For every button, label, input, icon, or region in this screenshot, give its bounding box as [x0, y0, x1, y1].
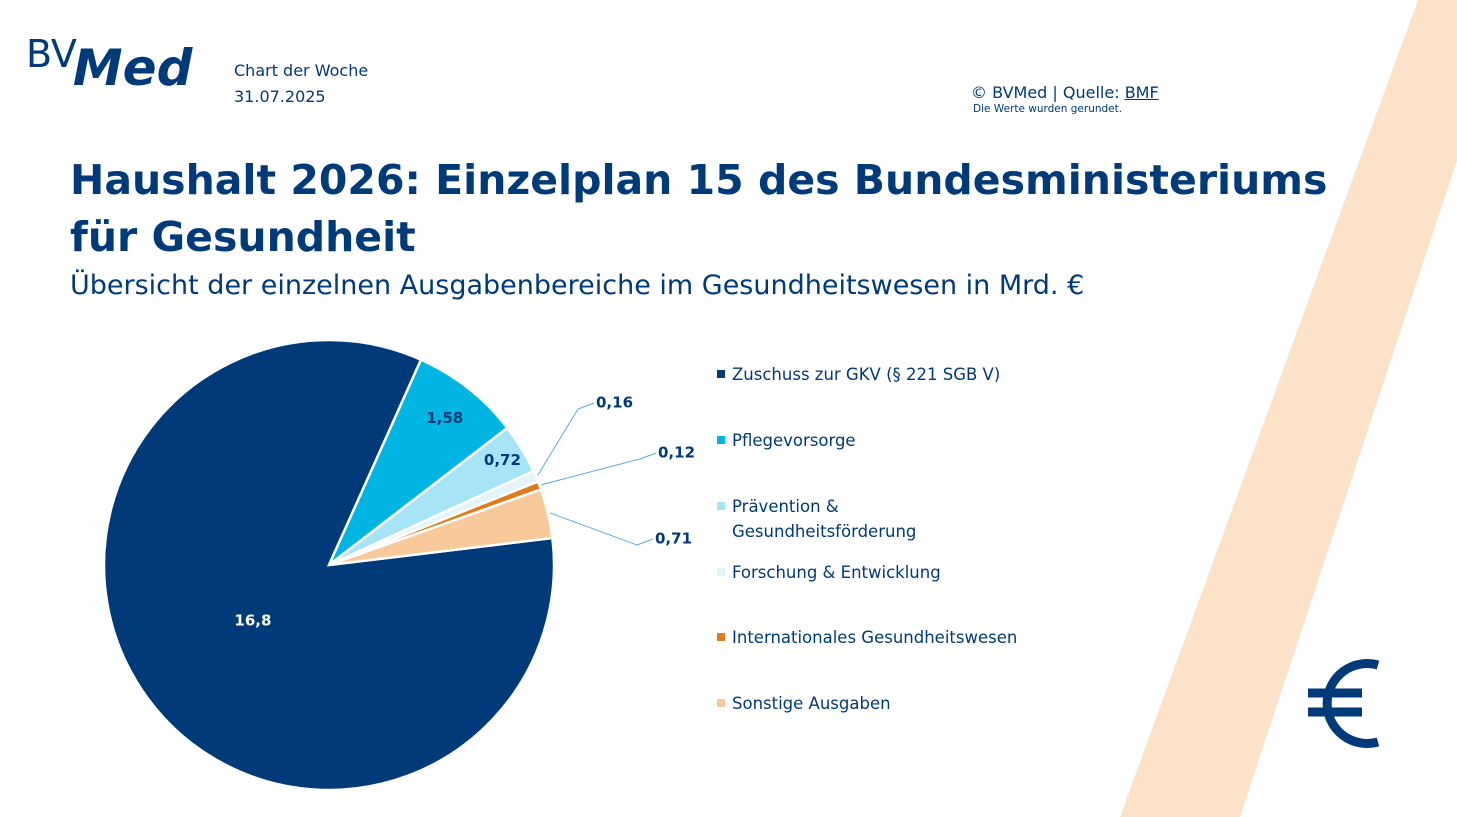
data-label: 16,8	[234, 612, 271, 630]
legend-label: Internationales Gesundheitswesen	[732, 628, 1018, 647]
legend-label: Prävention & Gesundheitsförderung	[732, 497, 917, 541]
legend-item: Sonstige Ausgaben	[717, 691, 891, 716]
legend-item: Internationales Gesundheitswesen	[717, 625, 1017, 650]
legend-item: Prävention & Gesundheitsförderung	[717, 494, 932, 544]
logo-med: Med	[72, 39, 193, 97]
pie-slice	[327, 358, 510, 566]
legend-label: Forschung & Entwicklung	[732, 563, 941, 582]
legend-swatch	[717, 633, 725, 641]
legend-swatch	[717, 568, 725, 576]
chart-title: Haushalt 2026: Einzelplan 15 des Bundesm…	[70, 156, 1328, 261]
series-name: Chart der Woche	[234, 61, 369, 80]
leader-line	[537, 402, 595, 476]
euro-icon	[1308, 659, 1380, 748]
legend-label: Sonstige Ausgaben	[732, 694, 891, 713]
decor-band	[1120, 0, 1457, 817]
source: © BVMed | Quelle: BMF	[971, 83, 1159, 102]
data-label: 1,58	[426, 409, 463, 427]
legend-item: Forschung & Entwicklung	[717, 560, 941, 585]
legend-swatch	[717, 699, 725, 707]
header-info: Chart der Woche 31.07.2025	[234, 58, 368, 110]
logo-bv: BV	[26, 32, 77, 76]
pie-slice	[328, 487, 554, 567]
legend-swatch	[717, 436, 725, 444]
date: 31.07.2025	[234, 87, 326, 106]
data-label: 0,72	[484, 451, 521, 469]
chart-subtitle: Übersicht der einzelnen Ausgabenbereiche…	[70, 270, 1085, 301]
legend-label: Pflegevorsorge	[732, 431, 856, 450]
source-link[interactable]: BMF	[1124, 83, 1159, 102]
data-label: 0,12	[658, 444, 695, 462]
logo: BVMed	[26, 30, 192, 93]
legend-swatch	[717, 502, 725, 510]
legend-item: Zuschuss zur GKV (§ 221 SGB V)	[717, 362, 1000, 387]
legend-swatch	[717, 370, 725, 378]
data-label: 0,71	[655, 530, 692, 548]
copyright: © BVMed | Quelle:	[971, 83, 1120, 102]
pie: 16,8 1,58 0,72 0,16 0,12 0,71	[102, 338, 695, 792]
leader-line	[549, 512, 654, 546]
legend-item: Pflegevorsorge	[717, 428, 856, 453]
leader-line	[541, 452, 657, 486]
note: Die Werte wurden gerundet.	[973, 103, 1123, 115]
legend-label: Zuschuss zur GKV (§ 221 SGB V)	[732, 365, 1001, 384]
data-label: 0,16	[596, 394, 633, 412]
